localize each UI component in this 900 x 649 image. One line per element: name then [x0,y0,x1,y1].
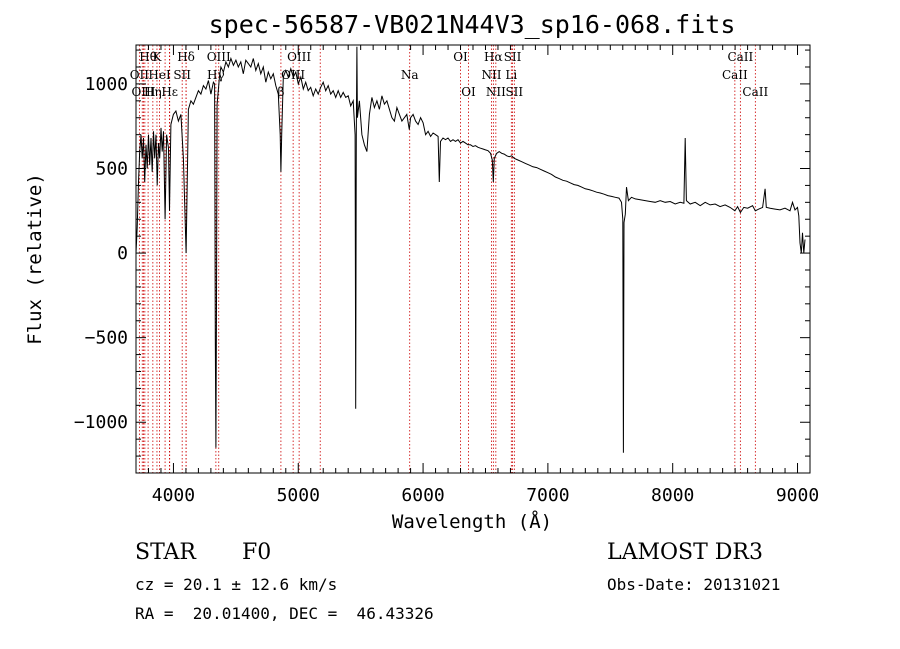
y-tick-label: −500 [85,328,128,349]
line-label: Hδ [177,50,195,64]
x-tick-label: 9000 [776,485,819,506]
y-axis: −1000 −500 0 500 1000 [74,49,810,474]
spectrum-chart: spec-56587-VB021N44V3_sp16-068.fits Hθ OI… [24,10,819,533]
line-labels: HθOIIOIIIHηKHeIHεHδSIIOIIIHγOIIIOIIIβNaO… [130,50,769,99]
y-tick-label: 500 [95,158,128,179]
chart-title: spec-56587-VB021N44V3_sp16-068.fits [209,10,736,39]
x-axis: 4000 5000 6000 7000 8000 9000 [135,45,819,506]
redshift-cz: cz = 20.1 ± 12.6 km/s [135,575,338,594]
line-markers [138,45,756,473]
x-tick-label: 7000 [526,485,569,506]
line-label: Hε [161,85,178,99]
x-tick-label: 5000 [277,485,320,506]
line-label: OIII [131,85,155,99]
line-label: Li [505,68,517,82]
line-label: CaII [727,50,753,64]
line-label: HeI [148,68,171,82]
x-tick-label: 8000 [651,485,694,506]
line-label: K [152,50,162,64]
line-label: NII [481,68,501,82]
line-label: Na [401,68,419,82]
line-label: NII [486,85,506,99]
y-tick-label: −1000 [74,412,128,433]
line-label: OII [130,68,150,82]
line-label: SII [505,85,523,99]
survey-name: LAMOST DR3 [607,540,763,565]
line-label: OIII [207,50,231,64]
line-label: β [277,85,284,99]
line-label: OIII [281,68,305,82]
line-label: Hθ [139,50,157,64]
line-label: CaII [742,85,768,99]
line-label: Hα [484,50,503,64]
x-axis-title: Wavelength (Å) [392,510,552,533]
y-tick-label: 1000 [85,74,128,95]
line-label: OIII [287,50,311,64]
line-label: OI [453,50,468,64]
object-class: STAR [135,540,196,565]
coordinates: RA = 20.01400, DEC = 46.43326 [135,604,434,623]
object-subclass: F0 [242,540,272,565]
line-label: SII [173,68,191,82]
plot-frame [135,44,811,474]
observation-date: Obs-Date: 20131021 [607,575,781,594]
line-label: Hη [144,85,162,99]
y-tick-label: 0 [117,243,128,264]
line-label: CaII [722,68,748,82]
line-label: OI [461,85,476,99]
line-label: SII [504,50,522,64]
y-axis-title: Flux (relative) [24,173,46,345]
flux-series-line [135,46,806,453]
x-tick-label: 6000 [401,485,444,506]
x-tick-label: 4000 [152,485,195,506]
